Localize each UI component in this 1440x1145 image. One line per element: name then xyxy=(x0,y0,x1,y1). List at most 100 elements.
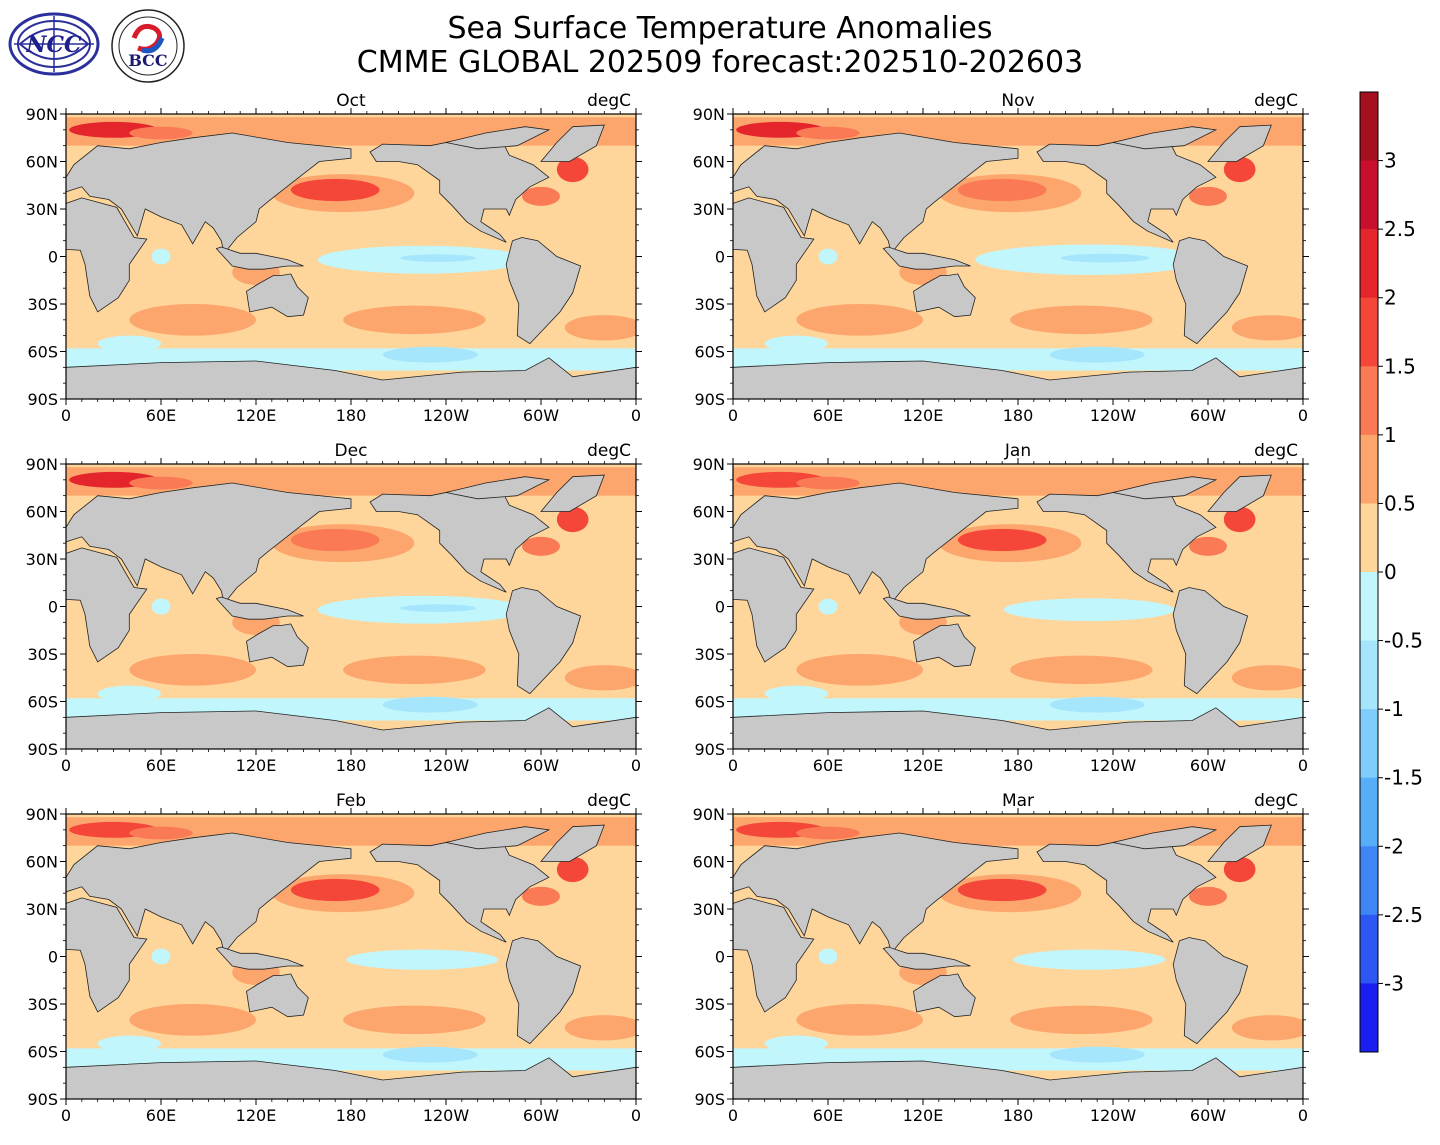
south-pacific-warm xyxy=(343,305,486,335)
southern-cold-patch xyxy=(1049,346,1145,363)
southern-cold-patch xyxy=(1049,696,1145,713)
south-atlantic-warm xyxy=(564,315,636,341)
lat-tick-label: 90S xyxy=(27,390,58,409)
lat-tick-label: 90S xyxy=(27,740,58,759)
land-arcticIsl xyxy=(445,126,551,150)
lat-tick-label: 60S xyxy=(694,1043,725,1062)
panel-units-label: degC xyxy=(587,441,631,461)
lon-tick-label: 60E xyxy=(146,406,176,425)
gulf-stream-warm xyxy=(522,886,560,906)
map-panel-oct: Oct degC 90N 60N 30N 0 30S 60S 90S 0 60E 120E 180 120… xyxy=(0,82,660,425)
south-pacific-warm xyxy=(1010,305,1153,335)
land-eurasia xyxy=(733,132,1019,255)
indian-ocean-warm xyxy=(796,304,923,336)
southern-cold-patch xyxy=(764,335,828,352)
land-greenland xyxy=(540,824,605,862)
land-ant xyxy=(66,707,636,749)
lon-tick-label: 120W xyxy=(1090,1106,1137,1125)
land-africa xyxy=(66,197,148,313)
arctic-warm-spot xyxy=(796,476,860,490)
indian-ocean-warm xyxy=(129,654,256,686)
land-aus xyxy=(913,973,976,1018)
land-africa xyxy=(66,547,148,663)
north-atlantic-warm xyxy=(1223,156,1256,183)
land-africa xyxy=(733,197,815,313)
land-indonesia xyxy=(215,946,304,970)
lon-tick-label: 60W xyxy=(523,756,559,775)
colorbar-label: 3 xyxy=(1384,149,1397,173)
colorbar-swatch xyxy=(1360,92,1378,162)
panel-units-label: degC xyxy=(1254,791,1298,811)
lon-tick-label: 0 xyxy=(61,1106,71,1125)
colorbar-swatch xyxy=(1360,709,1378,779)
lon-tick-label: 0 xyxy=(61,756,71,775)
lat-tick-label: 30S xyxy=(27,295,58,314)
map-panel-feb: Feb degC 90N 60N 30N 0 30S 60S 90S 0 60E 120E 180 120… xyxy=(0,782,660,1125)
lon-tick-label: 180 xyxy=(336,1106,367,1125)
lon-tick-label: 120E xyxy=(236,1106,277,1125)
lon-tick-label: 120W xyxy=(423,1106,470,1125)
indian-ocean-warm xyxy=(796,1004,923,1036)
lat-tick-label: 90S xyxy=(694,740,725,759)
colorbar-label: -1.5 xyxy=(1384,766,1423,790)
land-eurasia xyxy=(733,832,1019,955)
lon-tick-label: 0 xyxy=(631,1106,641,1125)
enso-cold-core xyxy=(400,604,477,612)
lon-tick-label: 60W xyxy=(1190,1106,1226,1125)
land-sa xyxy=(1172,937,1249,1045)
lat-tick-label: 60S xyxy=(27,343,58,362)
lat-tick-label: 60S xyxy=(694,693,725,712)
indian-ocean-warm xyxy=(129,1004,256,1036)
land-ant xyxy=(733,357,1303,399)
arctic-warm-spot xyxy=(796,826,860,840)
lat-tick-label: 90N xyxy=(693,455,725,474)
panel-month-label: Feb xyxy=(336,791,366,811)
colorbar-swatch xyxy=(1360,777,1378,847)
land-indonesia xyxy=(215,246,304,270)
lat-tick-label: 0 xyxy=(48,948,58,967)
colorbar-label: 1.5 xyxy=(1384,354,1416,378)
colorbar-swatch xyxy=(1360,983,1378,1053)
map-panel-dec: Dec degC 90N 60N 30N 0 30S 60S 90S 0 60E 120E 180 120… xyxy=(0,432,660,775)
south-pacific-warm xyxy=(1010,655,1153,685)
colorbar-label: 0 xyxy=(1384,560,1397,584)
north-atlantic-warm xyxy=(1223,506,1256,533)
north-atlantic-warm xyxy=(556,856,589,883)
lon-tick-label: 120W xyxy=(1090,406,1137,425)
southern-cold-patch xyxy=(1049,1046,1145,1063)
indian-cold-spot xyxy=(818,248,838,265)
panel-units-label: degC xyxy=(587,791,631,811)
bcc-logo: BCC xyxy=(108,8,188,88)
land-ant xyxy=(66,357,636,399)
lat-tick-label: 90N xyxy=(26,455,58,474)
enso-cold-tongue xyxy=(1013,949,1166,970)
lon-tick-label: 0 xyxy=(1298,406,1308,425)
colorbar-label: 2.5 xyxy=(1384,217,1416,241)
lat-tick-label: 0 xyxy=(48,598,58,617)
lon-tick-label: 0 xyxy=(728,406,738,425)
lon-tick-label: 60W xyxy=(1190,756,1226,775)
north-pacific-core xyxy=(290,528,380,552)
lat-tick-label: 30N xyxy=(26,550,58,569)
lon-tick-label: 120E xyxy=(236,756,277,775)
arctic-warm-spot xyxy=(129,126,193,140)
indian-cold-spot xyxy=(151,948,171,965)
panel-units-label: degC xyxy=(587,91,631,111)
lon-tick-label: 120E xyxy=(903,1106,944,1125)
lat-tick-label: 60N xyxy=(26,853,58,872)
land-arcticIsl xyxy=(1112,476,1218,500)
colorbar-label: -2 xyxy=(1384,834,1404,858)
land-arcticIsl xyxy=(445,826,551,850)
land-sa xyxy=(1172,237,1249,345)
lat-tick-label: 30N xyxy=(693,200,725,219)
lat-tick-label: 0 xyxy=(715,948,725,967)
indian-cold-spot xyxy=(151,598,171,615)
land-indonesia xyxy=(882,596,971,620)
lon-tick-label: 120E xyxy=(236,406,277,425)
map-panel-jan: Jan degC 90N 60N 30N 0 30S 60S 90S 0 60E 120E 180 120… xyxy=(667,432,1327,775)
south-pacific-warm xyxy=(343,655,486,685)
north-pacific-core xyxy=(290,878,380,902)
lat-tick-label: 60N xyxy=(693,503,725,522)
arctic-warm-spot xyxy=(129,476,193,490)
gulf-stream-warm xyxy=(1189,536,1227,556)
